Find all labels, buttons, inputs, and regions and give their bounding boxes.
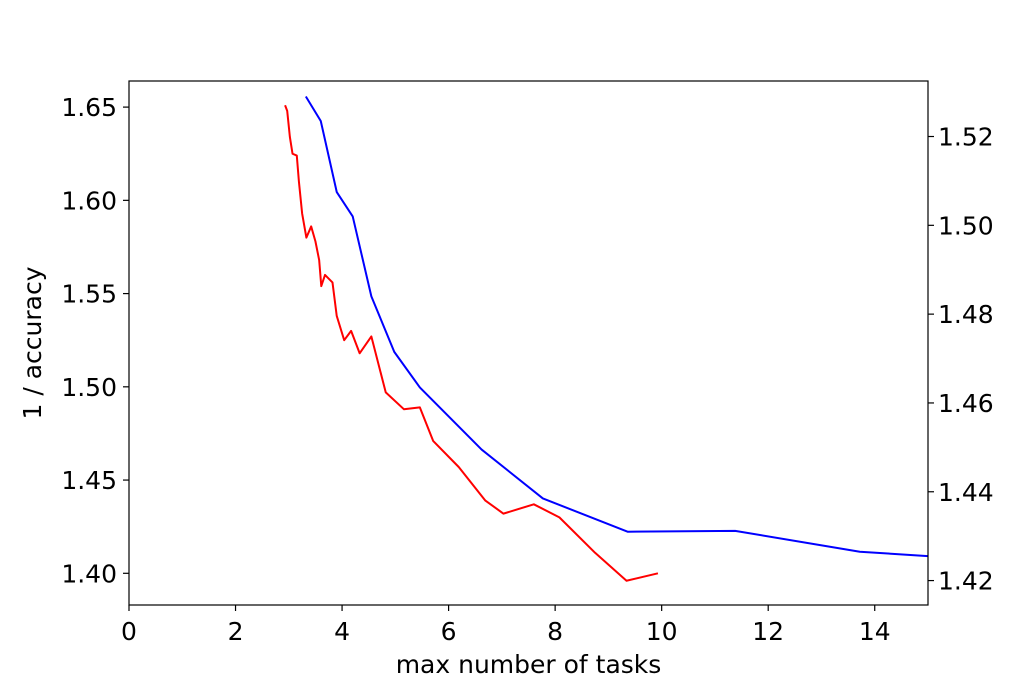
y-right-tick-label: 1.46 bbox=[938, 389, 994, 418]
y-left-tick-label: 1.50 bbox=[61, 373, 117, 402]
y-right-tick-label: 1.48 bbox=[938, 300, 994, 329]
ticks-layer: 0 2 4 6 8 10 12 14 1.40 1.45 1.50 1.55 1.60 1.65 1.42 1… bbox=[61, 93, 993, 646]
x-tick-label: 8 bbox=[547, 617, 563, 646]
series-layer bbox=[284, 96, 928, 582]
y-left-tick-label: 1.45 bbox=[61, 466, 117, 495]
y-left-tick-label: 1.40 bbox=[61, 559, 117, 588]
y-right-tick-label: 1.50 bbox=[938, 211, 994, 240]
y-axis-label-left: 1 / accuracy bbox=[18, 266, 47, 419]
x-tick-label: 6 bbox=[441, 617, 457, 646]
x-tick-label: 2 bbox=[228, 617, 244, 646]
series-line-1 bbox=[304, 96, 928, 558]
x-tick-label: 0 bbox=[121, 617, 137, 646]
y-right-tick-label: 1.44 bbox=[938, 478, 994, 507]
x-tick-label: 10 bbox=[646, 617, 678, 646]
y-right-tick-label: 1.42 bbox=[938, 567, 994, 596]
y-left-tick-label: 1.60 bbox=[61, 186, 117, 215]
series-line-0 bbox=[284, 104, 659, 582]
x-tick-label: 14 bbox=[859, 617, 891, 646]
y-right-tick-label: 1.52 bbox=[938, 123, 994, 152]
x-tick-label: 12 bbox=[752, 617, 784, 646]
x-tick-label: 4 bbox=[334, 617, 350, 646]
x-axis-label: max number of tasks bbox=[396, 650, 662, 679]
y-left-tick-label: 1.65 bbox=[61, 93, 117, 122]
y-left-tick-label: 1.55 bbox=[61, 280, 117, 309]
plot-frame bbox=[128, 80, 929, 606]
